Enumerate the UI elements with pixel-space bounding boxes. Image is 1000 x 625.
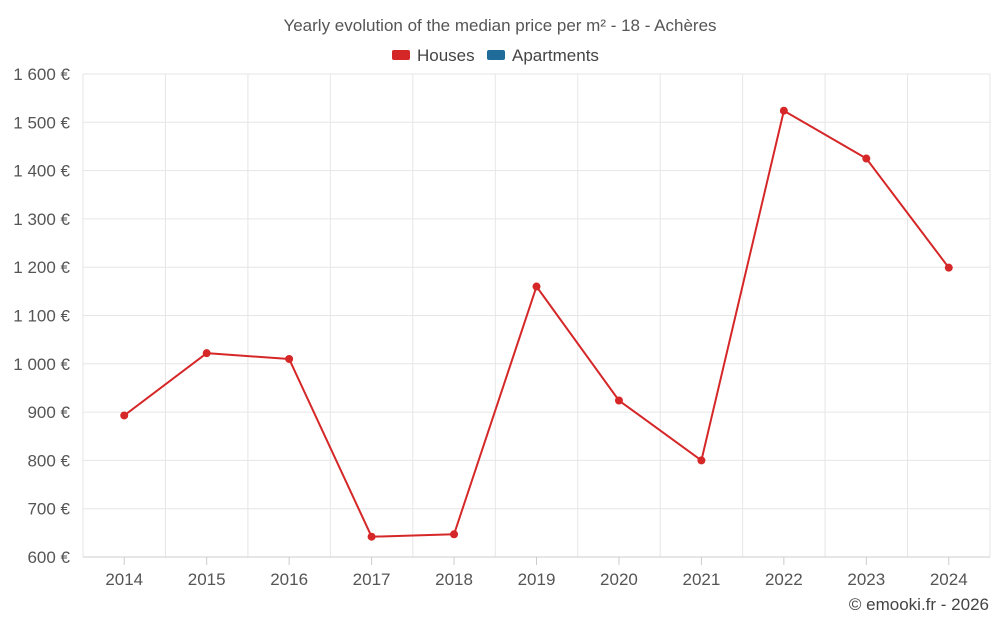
legend: Houses Apartments xyxy=(392,46,599,65)
x-tick-label: 2014 xyxy=(105,570,143,589)
x-tick-label: 2016 xyxy=(270,570,308,589)
x-tick-label: 2021 xyxy=(682,570,720,589)
data-point-houses-2022[interactable] xyxy=(779,106,788,115)
horizontal-gridlines xyxy=(83,73,990,510)
x-tick-label: 2023 xyxy=(847,570,885,589)
y-tick-label: 900 € xyxy=(27,403,70,422)
x-tick-label: 2020 xyxy=(600,570,638,589)
legend-label-apartments: Apartments xyxy=(512,46,599,65)
data-point-houses-2019[interactable] xyxy=(532,282,541,291)
legend-label-houses: Houses xyxy=(417,46,475,65)
x-tick-label: 2022 xyxy=(765,570,803,589)
y-tick-label: 1 500 € xyxy=(13,113,70,132)
data-point-houses-2015[interactable] xyxy=(202,349,211,358)
chart-title: Yearly evolution of the median price per… xyxy=(283,16,716,35)
y-axis-tick-labels: 600 € 700 € 800 € 900 € 1 000 € 1 100 € 1 200 … xyxy=(13,65,70,567)
y-tick-label: 1 400 € xyxy=(13,162,70,181)
y-tick-label: 1 200 € xyxy=(13,258,70,277)
data-point-houses-2018[interactable] xyxy=(450,530,459,539)
legend-swatch-houses xyxy=(392,50,410,60)
x-tick-label: 2018 xyxy=(435,570,473,589)
x-axis-tick-labels: 2014 2015 2016 2017 2018 2019 2020 2021 2022 2023… xyxy=(105,557,968,589)
x-tick-label: 2019 xyxy=(518,570,556,589)
legend-item-apartments[interactable]: Apartments xyxy=(487,46,599,65)
data-point-houses-2016[interactable] xyxy=(285,354,294,363)
x-tick-label: 2015 xyxy=(188,570,226,589)
credit-text: © emooki.fr - 2026 xyxy=(849,595,989,614)
data-point-houses-2024[interactable] xyxy=(944,263,953,272)
data-points xyxy=(120,106,953,541)
x-tick-label: 2024 xyxy=(930,570,968,589)
y-tick-label: 600 € xyxy=(27,548,70,567)
y-tick-label: 800 € xyxy=(27,451,70,470)
data-point-houses-2020[interactable] xyxy=(614,396,623,405)
data-point-houses-2014[interactable] xyxy=(120,411,129,420)
vertical-gridlines xyxy=(82,74,991,557)
y-tick-label: 1 100 € xyxy=(13,307,70,326)
legend-item-houses[interactable]: Houses xyxy=(392,46,475,65)
y-tick-label: 1 600 € xyxy=(13,65,70,84)
y-tick-label: 1 000 € xyxy=(13,355,70,374)
data-point-houses-2017[interactable] xyxy=(367,532,376,541)
legend-swatch-apartments xyxy=(487,50,505,60)
x-tick-label: 2017 xyxy=(353,570,391,589)
data-point-houses-2023[interactable] xyxy=(862,154,871,163)
y-tick-label: 700 € xyxy=(27,500,70,519)
data-point-houses-2021[interactable] xyxy=(697,456,706,465)
y-tick-label: 1 300 € xyxy=(13,210,70,229)
